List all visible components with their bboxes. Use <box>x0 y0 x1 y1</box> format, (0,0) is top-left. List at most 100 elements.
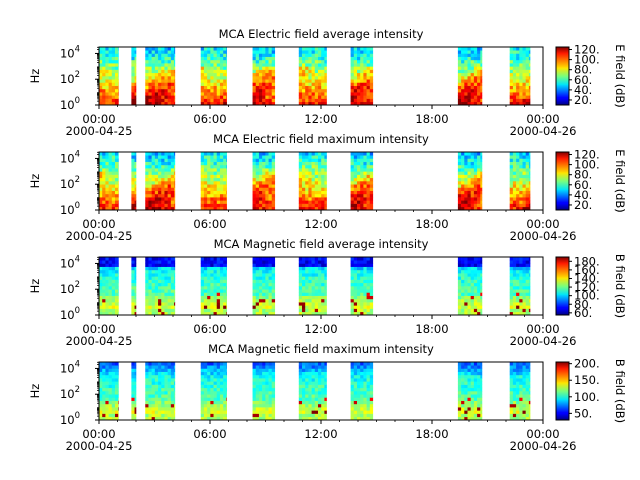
spectrogram-cell <box>457 279 462 284</box>
spectrogram-cell <box>311 92 316 96</box>
spectrogram-cell <box>477 50 481 54</box>
spectrogram-cell <box>470 391 475 395</box>
spectrogram-cell <box>519 66 523 70</box>
spectrogram-cell <box>161 282 165 287</box>
spectrogram-cell <box>363 171 367 175</box>
spectrogram-cell <box>321 381 325 385</box>
spectrogram-cell <box>369 155 374 159</box>
spectrogram-cell <box>298 282 303 287</box>
spectrogram-cell <box>158 298 162 303</box>
spectrogram-cell <box>302 362 306 366</box>
spectrogram-cell <box>115 181 119 185</box>
spectrogram-cell <box>366 82 371 86</box>
spectrogram-cell <box>223 95 227 99</box>
spectrogram-cell <box>516 92 520 96</box>
spectrogram-cell <box>105 286 109 290</box>
spectrogram-cell <box>111 88 116 93</box>
spectrogram-cell <box>145 47 149 51</box>
spectrogram-cell <box>525 152 530 156</box>
spectrogram-cell <box>321 273 325 277</box>
spectrogram-cell <box>516 161 520 166</box>
spectrogram-cell <box>223 295 227 300</box>
spectrogram-cell <box>509 50 514 54</box>
spectrogram-cell <box>111 298 116 303</box>
spectrogram-cell <box>353 164 358 169</box>
x-tick-label: 06:00 <box>193 217 226 231</box>
spectrogram-cell <box>457 197 462 201</box>
spectrogram-cell <box>353 413 358 418</box>
spectrogram-cell <box>298 292 303 296</box>
spectrogram-cell <box>357 168 361 172</box>
spectrogram-cell <box>298 181 303 185</box>
spectrogram-cell <box>467 161 471 166</box>
spectrogram-cell <box>145 397 149 401</box>
spectrogram-cell <box>148 266 152 271</box>
spectrogram-cell <box>158 305 162 309</box>
spectrogram-cell <box>108 200 113 204</box>
spectrogram-cell <box>298 203 303 208</box>
spectrogram-cell <box>255 295 260 300</box>
spectrogram-cell <box>102 374 106 379</box>
spectrogram-cell <box>118 289 119 293</box>
spectrogram-cell <box>262 76 266 80</box>
spectrogram-cell <box>268 72 273 77</box>
spectrogram-cell <box>148 85 152 90</box>
spectrogram-cell <box>366 92 371 96</box>
x-tick-label: 18:00 <box>415 217 448 231</box>
spectrogram-cell <box>298 101 303 106</box>
spectrogram-cell <box>111 416 116 421</box>
spectrogram-cell <box>516 164 520 169</box>
spectrogram-cell <box>213 362 218 366</box>
spectrogram-cell <box>314 371 319 376</box>
spectrogram-cell <box>148 98 152 103</box>
spectrogram-cell <box>164 416 168 421</box>
spectrogram-cell <box>467 56 471 61</box>
spectrogram-cell <box>298 152 303 156</box>
spectrogram-cell <box>461 292 465 296</box>
spectrogram-cell <box>311 308 316 313</box>
spectrogram-cell <box>350 158 355 162</box>
spectrogram-cell <box>470 362 475 366</box>
spectrogram-cell <box>305 266 309 271</box>
spectrogram-cell <box>226 384 227 389</box>
spectrogram-cell <box>105 53 109 57</box>
spectrogram-cell <box>516 203 520 208</box>
spectrogram-cell <box>200 101 205 106</box>
spectrogram-cell <box>369 168 374 172</box>
spectrogram-cell <box>360 63 364 67</box>
spectrogram-cell <box>115 56 119 61</box>
spectrogram-cell <box>105 72 109 77</box>
spectrogram-cell <box>321 371 325 376</box>
spectrogram-cell <box>467 158 471 162</box>
spectrogram-cell <box>145 59 149 64</box>
spectrogram-cell <box>311 56 316 61</box>
spectrogram-cell <box>477 190 481 195</box>
spectrogram-cell <box>509 168 514 172</box>
spectrogram-cell <box>118 56 119 61</box>
spectrogram-cell <box>145 184 149 188</box>
spectrogram-cell <box>151 371 156 376</box>
spectrogram-cell <box>252 197 257 201</box>
spectrogram-cell <box>268 53 273 57</box>
spectrogram-cell <box>461 279 465 284</box>
spectrogram-cell <box>161 50 165 54</box>
spectrogram-cell <box>223 200 227 204</box>
spectrogram-cell <box>509 400 514 405</box>
spectrogram-cell <box>210 260 214 264</box>
spectrogram-cell <box>154 158 159 162</box>
spectrogram-cell <box>298 177 303 182</box>
spectrogram-cell <box>174 371 176 376</box>
spectrogram-cell <box>305 410 309 414</box>
spectrogram-cell <box>151 206 156 211</box>
spectrogram-cell <box>464 69 468 74</box>
spectrogram-cell <box>522 266 526 271</box>
spectrogram-cell <box>271 82 276 86</box>
spectrogram-cell <box>525 50 530 54</box>
spectrogram-cell <box>308 197 312 201</box>
spectrogram-cell <box>131 413 135 418</box>
spectrogram-cell <box>108 305 113 309</box>
spectrogram-cell <box>305 197 309 201</box>
spectrogram-cell <box>207 164 211 169</box>
spectrogram-cell <box>262 47 266 51</box>
spectrogram-cell <box>108 53 113 57</box>
